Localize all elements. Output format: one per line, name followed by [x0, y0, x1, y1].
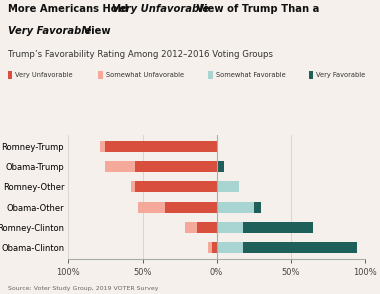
Bar — [131, 181, 135, 193]
Bar — [185, 222, 197, 233]
Text: Very Favorable: Very Favorable — [8, 26, 91, 36]
Text: Trump’s Favorability Rating Among 2012–2016 Voting Groups: Trump’s Favorability Rating Among 2012–2… — [8, 50, 272, 59]
Bar — [138, 201, 165, 213]
Bar — [135, 161, 217, 172]
Bar — [212, 242, 217, 253]
Text: Source: Voter Study Group, 2019 VOTER Survey: Source: Voter Study Group, 2019 VOTER Su… — [8, 286, 158, 291]
Bar — [165, 201, 217, 213]
Bar — [217, 222, 243, 233]
Bar — [243, 222, 313, 233]
Text: Very Favorable: Very Favorable — [316, 72, 366, 78]
Text: Somewhat Unfavorable: Somewhat Unfavorable — [106, 72, 184, 78]
Bar — [217, 242, 243, 253]
Bar — [135, 181, 217, 193]
Text: Very Unfavorable: Very Unfavorable — [15, 72, 73, 78]
Bar — [217, 201, 254, 213]
Text: Very Unfavorable: Very Unfavorable — [112, 4, 209, 14]
Text: View: View — [80, 26, 111, 36]
Bar — [106, 161, 135, 172]
Bar — [254, 201, 261, 213]
Bar — [243, 242, 358, 253]
Text: Somewhat Favorable: Somewhat Favorable — [216, 72, 286, 78]
Bar — [208, 242, 212, 253]
Bar — [217, 181, 239, 193]
Text: View of Trump Than a: View of Trump Than a — [193, 4, 319, 14]
Bar — [106, 141, 217, 152]
Text: More Americans Hold: More Americans Hold — [8, 4, 131, 14]
Bar — [197, 222, 217, 233]
Bar — [100, 141, 106, 152]
Bar — [217, 161, 224, 172]
